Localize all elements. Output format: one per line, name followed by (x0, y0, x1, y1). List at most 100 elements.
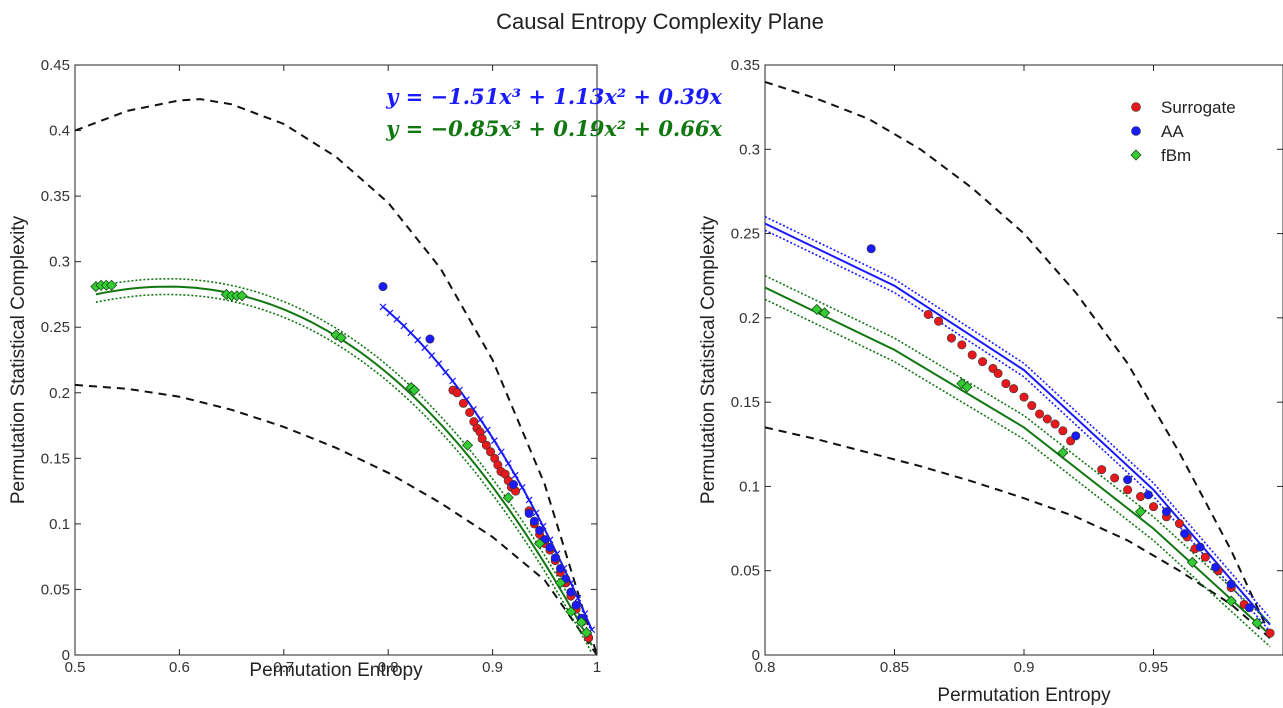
surrogate-point (1058, 426, 1068, 436)
y-tick-label: 0.05 (41, 581, 70, 598)
fit-cross-marker (490, 437, 498, 445)
surrogate-point (993, 368, 1003, 378)
right-plot: 0.8 0.85 0.9 0.95 0 0.05 0.1 0.15 0.2 0.25 0.3 0.35… (698, 57, 1283, 706)
surrogate-point (458, 398, 468, 408)
fbm-point (580, 627, 593, 639)
aa-point (1143, 490, 1153, 500)
aa-point (508, 480, 518, 490)
y-tick-label: 0.25 (41, 319, 70, 336)
fbm-point (502, 492, 514, 504)
surrogate-point (1009, 384, 1019, 394)
fit-cross-marker (393, 315, 401, 323)
y-tick-label: 0.15 (41, 450, 70, 467)
plot-area (75, 98, 597, 655)
surrogate-point (1174, 519, 1184, 529)
y-tick-label: 0.05 (731, 563, 760, 580)
surrogate-point (1123, 485, 1133, 495)
y-tick-label: 0.1 (739, 478, 760, 495)
surrogate-point (1265, 628, 1275, 638)
aa-point (566, 587, 576, 597)
fit-curve-1 (95, 285, 593, 646)
surrogate-point (486, 447, 496, 457)
y-tick-label: 0.3 (49, 254, 70, 271)
fbm-point (534, 537, 546, 550)
aa-point (524, 508, 534, 518)
legend-marker (1130, 149, 1142, 161)
fit-cross-marker (428, 352, 436, 359)
surrogate-point (1001, 379, 1011, 389)
aa-point (1244, 603, 1254, 613)
y-tick-label: 0.2 (739, 310, 760, 327)
fit-equation-2: y = −0.85x³ + 0.19x² + 0.66x (385, 116, 722, 141)
surrogate-point (452, 388, 462, 398)
aa-point (550, 553, 560, 563)
aa-point (1211, 562, 1221, 572)
fit-confidence-band (765, 229, 1271, 632)
surrogate-point (1136, 492, 1146, 502)
aa-point (571, 600, 581, 610)
legend-marker (1131, 126, 1141, 136)
y-tick-label: 0.3 (739, 141, 760, 158)
y-tick-label: 0.15 (731, 394, 760, 411)
fit-confidence-band (95, 293, 593, 654)
aa-point (1195, 542, 1205, 552)
aa-point (1123, 475, 1133, 485)
fbm-point (811, 303, 823, 315)
y-tick-label: 0 (752, 647, 760, 664)
fbm-point (575, 616, 587, 628)
y-tick-label: 0.35 (731, 57, 760, 74)
fit-cross-marker (379, 303, 387, 311)
plot-area (765, 80, 1275, 648)
x-tick-label: 0.85 (880, 659, 909, 676)
fit-cross-marker (511, 471, 519, 479)
fit-cross-marker (532, 509, 540, 517)
x-tick-label: 0.5 (65, 659, 86, 676)
fbm-point (819, 307, 831, 319)
fit-curve-0 (765, 222, 1271, 626)
aa-point (425, 334, 435, 344)
fit-cross-marker (435, 360, 443, 368)
aa-point (529, 516, 539, 526)
surrogate-point (465, 407, 475, 417)
fit-cross-marker (574, 594, 582, 602)
fbm-point (1134, 506, 1147, 518)
x-tick-label: 0.95 (1139, 659, 1168, 676)
aa-point (535, 525, 545, 535)
surrogate-point (934, 316, 944, 326)
aa-point (866, 244, 876, 254)
left-plot: 0.5 0.6 0.7 0.8 0.9 1 0 0.05 0.1 0.15 0.2 0.25 0.3 0.… (8, 57, 722, 681)
fit-cross-marker (497, 448, 505, 456)
lower-bound-curve (765, 426, 1271, 639)
fit-cross-marker (525, 496, 533, 504)
x-tick-label: 0.7 (273, 659, 294, 676)
x-tick-label: 0.9 (482, 659, 503, 676)
fbm-point (961, 381, 973, 393)
surrogate-point (1035, 409, 1045, 419)
surrogate-point (1050, 419, 1060, 429)
axes-frame (74, 64, 598, 656)
fbm-point (236, 290, 248, 302)
y-axis-label: Permutation Statistical Complexity (8, 215, 29, 504)
aa-point (378, 282, 388, 292)
y-axis-label: Permutation Statistical Complexity (698, 215, 719, 504)
x-tick-label: 0.8 (378, 659, 399, 676)
y-tick-label: 0.4 (49, 123, 70, 140)
figure-title: Causal Entropy Complexity Plane (496, 9, 824, 34)
legend-marker (1131, 102, 1141, 112)
surrogate-point (481, 440, 491, 450)
legend: Surrogate AA fBm (1130, 98, 1236, 165)
upper-bound-curve (75, 98, 597, 655)
x-tick-label: 0.8 (755, 659, 776, 676)
surrogate-point (1110, 473, 1120, 483)
fit-cross-marker (483, 426, 491, 434)
fbm-point (105, 279, 118, 291)
surrogate-point (978, 357, 988, 367)
x-tick-label: 1 (593, 659, 601, 676)
fit-cross-marker (407, 329, 415, 337)
fbm-point (565, 606, 577, 618)
surrogate-point (1200, 552, 1210, 562)
fbm-point (1186, 556, 1198, 568)
aa-point (1071, 431, 1081, 441)
x-tick-label: 0.9 (1014, 659, 1035, 676)
fit-cross-marker (400, 322, 408, 330)
